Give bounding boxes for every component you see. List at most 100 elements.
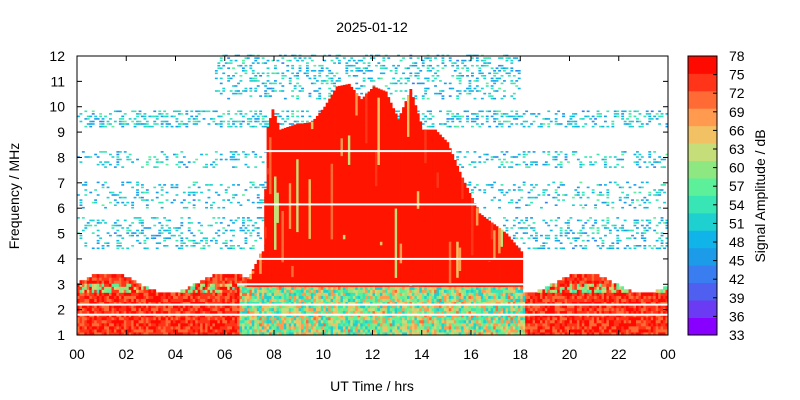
low-band-cell: [160, 301, 164, 306]
low-band-cell: [333, 307, 336, 312]
noise-cell: [542, 163, 546, 166]
noise-cell: [99, 237, 103, 239]
low-band-cell: [318, 322, 322, 327]
noise-cell: [505, 191, 509, 194]
low-band-cell: [335, 286, 339, 290]
low-band-cell: [320, 322, 324, 327]
low-band-cell: [286, 322, 290, 327]
noise-cell: [244, 72, 248, 75]
low-band-cell: [148, 325, 152, 330]
noise-cell: [500, 123, 504, 125]
low-band-cell: [246, 322, 250, 327]
low-band-cell: [99, 283, 103, 287]
noise-cell: [426, 87, 430, 90]
low-band-cell: [111, 325, 115, 330]
noise-cell: [525, 204, 529, 206]
low-band-cell: [202, 310, 206, 315]
noise-cell: [261, 82, 265, 85]
noise-cell: [540, 206, 543, 209]
low-band-cell: [197, 286, 201, 290]
noise-cell: [544, 237, 548, 239]
low-band-cell: [291, 325, 295, 330]
noise-cell: [89, 224, 93, 227]
noise-cell: [604, 227, 607, 229]
low-band-cell: [131, 322, 135, 327]
noise-cell: [507, 201, 511, 204]
low-band-cell: [286, 286, 290, 290]
low-band-cell: [357, 289, 361, 293]
low-band-cell: [148, 304, 152, 309]
noise-cell: [153, 234, 157, 237]
low-band-cell: [192, 310, 196, 315]
low-band-cell: [264, 304, 268, 309]
low-band-cell: [261, 295, 265, 299]
low-band-cell: [328, 328, 332, 333]
low-band-cell: [170, 319, 174, 324]
low-band-cell: [315, 325, 319, 330]
low-band-cell: [180, 295, 184, 299]
noise-cell: [643, 161, 647, 163]
low-band-cell: [224, 301, 228, 306]
low-band-cell: [160, 316, 164, 321]
noise-cell: [392, 64, 396, 67]
low-band-cell: [101, 322, 105, 327]
noise-cell: [195, 118, 199, 120]
low-band-cell: [187, 289, 191, 293]
low-band-cell: [352, 332, 356, 336]
low-band-cell: [330, 325, 334, 330]
noise-cell: [128, 153, 132, 156]
low-band-cell: [165, 322, 169, 327]
noise-cell: [665, 245, 669, 247]
noise-cell: [264, 62, 268, 64]
low-band-cell: [278, 325, 282, 330]
noise-cell: [589, 156, 593, 158]
noise-cell: [488, 57, 492, 59]
noise-cell: [512, 97, 516, 100]
low-band-cell: [274, 325, 277, 330]
low-band-cell: [210, 301, 213, 306]
noise-cell: [488, 95, 492, 97]
low-band-cell: [296, 298, 300, 303]
low-band-cell: [207, 322, 211, 327]
noise-cell: [441, 62, 445, 64]
low-band-cell: [148, 295, 152, 299]
noise-cell: [362, 85, 366, 87]
low-band-cell: [281, 295, 285, 299]
low-band-cell: [338, 316, 341, 321]
noise-cell: [621, 224, 625, 227]
noise-cell: [222, 113, 226, 115]
noise-cell: [229, 59, 233, 62]
noise-cell: [510, 80, 514, 82]
noise-cell: [291, 72, 295, 75]
low-band-cell: [128, 310, 132, 315]
noise-cell: [168, 123, 171, 125]
noise-cell: [645, 181, 649, 184]
low-band-cell: [242, 322, 245, 327]
noise-cell: [621, 206, 625, 209]
low-band-cell: [150, 319, 154, 324]
low-band-cell: [109, 319, 112, 324]
low-band-cell: [106, 289, 110, 293]
noise-cell: [298, 57, 302, 59]
low-band-cell: [165, 319, 169, 324]
noise-cell: [153, 237, 157, 239]
noise-cell: [116, 161, 120, 163]
low-band-cell: [89, 307, 93, 312]
low-band-cell: [256, 316, 260, 321]
noise-cell: [638, 113, 642, 115]
low-band-cell: [89, 283, 93, 287]
low-band-cell: [219, 280, 223, 284]
low-band-cell: [109, 328, 112, 333]
noise-cell: [301, 110, 304, 113]
low-band-cell: [266, 286, 270, 290]
noise-cell: [296, 110, 300, 113]
low-band-cell: [293, 295, 297, 299]
noise-cell: [360, 92, 364, 95]
noise-cell: [601, 201, 605, 204]
noise-cell: [574, 239, 578, 242]
low-band-cell: [104, 325, 107, 330]
low-band-cell: [212, 298, 216, 303]
noise-cell: [81, 206, 85, 209]
low-band-cell: [113, 319, 117, 324]
low-band-cell: [310, 292, 314, 296]
